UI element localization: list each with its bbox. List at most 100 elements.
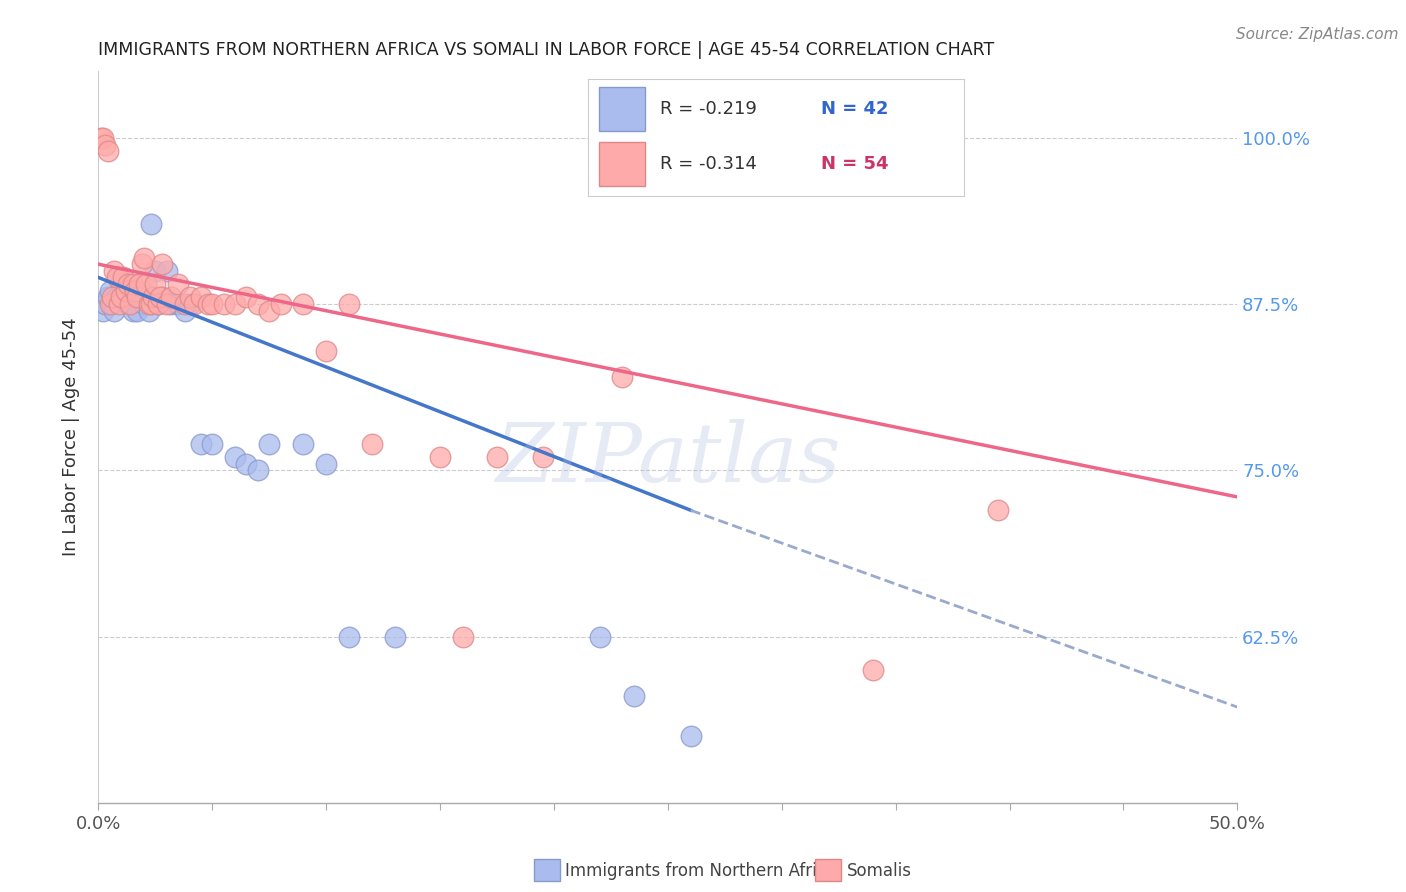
- Point: [135, 277, 157, 292]
- Point: [101, 297, 124, 311]
- Point: [124, 284, 146, 298]
- Point: [150, 257, 173, 271]
- Point: [224, 297, 246, 311]
- Point: [127, 303, 149, 318]
- Point: [131, 284, 153, 298]
- Point: [128, 277, 150, 292]
- Point: [429, 450, 451, 464]
- Point: [145, 264, 167, 278]
- Point: [91, 303, 114, 318]
- Point: [156, 264, 179, 278]
- Point: [156, 297, 179, 311]
- Point: [98, 297, 121, 311]
- Point: [110, 290, 132, 304]
- Point: [94, 297, 117, 311]
- Point: [121, 303, 143, 318]
- Point: [110, 277, 132, 292]
- Point: [105, 270, 128, 285]
- Point: [117, 297, 139, 311]
- Point: [98, 284, 121, 298]
- Point: [292, 297, 315, 311]
- Point: [167, 277, 190, 292]
- Point: [531, 450, 554, 464]
- Point: [139, 217, 162, 231]
- Point: [114, 284, 136, 298]
- Text: Immigrants from Northern Africa: Immigrants from Northern Africa: [565, 862, 837, 880]
- Point: [105, 290, 128, 304]
- Point: [138, 297, 160, 311]
- Point: [315, 457, 337, 471]
- Point: [103, 264, 125, 278]
- Point: [292, 436, 315, 450]
- Point: [149, 290, 172, 304]
- Point: [588, 630, 610, 644]
- Point: [146, 297, 169, 311]
- Text: Source: ZipAtlas.com: Source: ZipAtlas.com: [1236, 27, 1399, 42]
- Point: [160, 297, 183, 311]
- Point: [120, 297, 142, 311]
- Point: [212, 297, 235, 311]
- Text: ZIPatlas: ZIPatlas: [495, 419, 841, 499]
- Point: [131, 257, 153, 271]
- Point: [160, 290, 183, 304]
- Point: [270, 297, 292, 311]
- Point: [142, 290, 165, 304]
- Point: [486, 450, 509, 464]
- Point: [117, 277, 139, 292]
- Point: [201, 436, 224, 450]
- Text: Somalis: Somalis: [846, 862, 911, 880]
- Point: [145, 277, 167, 292]
- Point: [91, 131, 114, 145]
- Point: [127, 290, 149, 304]
- Point: [197, 297, 219, 311]
- Point: [146, 297, 169, 311]
- Point: [174, 303, 197, 318]
- Point: [337, 630, 360, 644]
- Point: [201, 297, 224, 311]
- Point: [121, 277, 143, 292]
- Point: [112, 290, 135, 304]
- Point: [337, 297, 360, 311]
- Point: [94, 137, 117, 152]
- Text: IMMIGRANTS FROM NORTHERN AFRICA VS SOMALI IN LABOR FORCE | AGE 45-54 CORRELATION: IMMIGRANTS FROM NORTHERN AFRICA VS SOMAL…: [98, 41, 994, 59]
- Point: [679, 729, 702, 743]
- Point: [96, 290, 118, 304]
- Point: [179, 297, 201, 311]
- Point: [128, 290, 150, 304]
- Point: [139, 297, 162, 311]
- Point: [190, 436, 212, 450]
- Point: [132, 251, 155, 265]
- Point: [120, 290, 142, 304]
- Point: [190, 290, 212, 304]
- Point: [224, 450, 246, 464]
- Point: [114, 284, 136, 298]
- Point: [315, 343, 337, 358]
- Point: [246, 463, 269, 477]
- Point: [623, 690, 645, 704]
- Point: [235, 457, 257, 471]
- Point: [90, 131, 112, 145]
- Point: [862, 663, 884, 677]
- Point: [246, 297, 269, 311]
- Point: [174, 297, 197, 311]
- Point: [132, 297, 155, 311]
- Point: [112, 270, 135, 285]
- Point: [259, 436, 281, 450]
- Point: [138, 303, 160, 318]
- Point: [179, 290, 201, 304]
- Point: [612, 370, 634, 384]
- Point: [108, 297, 131, 311]
- Point: [384, 630, 406, 644]
- Point: [101, 290, 124, 304]
- Point: [124, 290, 146, 304]
- Point: [103, 303, 125, 318]
- Point: [150, 290, 173, 304]
- Y-axis label: In Labor Force | Age 45-54: In Labor Force | Age 45-54: [62, 318, 80, 557]
- Point: [108, 270, 131, 285]
- Point: [451, 630, 474, 644]
- Point: [360, 436, 382, 450]
- Point: [235, 290, 257, 304]
- Point: [183, 297, 205, 311]
- Point: [259, 303, 281, 318]
- Point: [987, 503, 1010, 517]
